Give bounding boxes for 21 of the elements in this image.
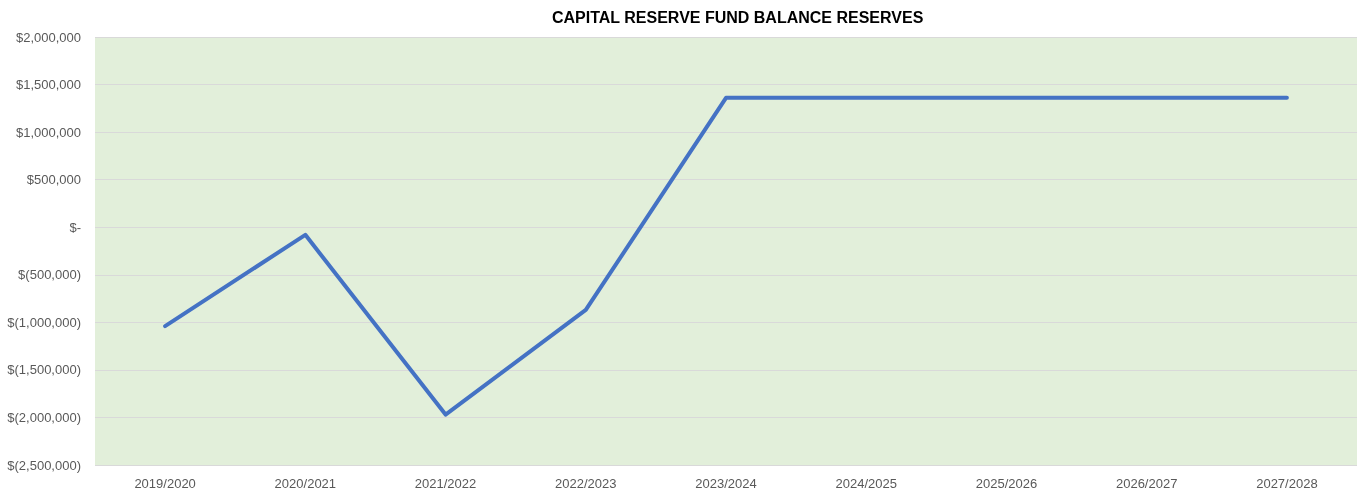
chart-title: CAPITAL RESERVE FUND BALANCE RESERVES (552, 8, 924, 26)
y-tick-label: $(1,000,000) (7, 314, 81, 330)
y-tick-label: $2,000,000 (15, 29, 81, 45)
y-tick-label: $(1,500,000) (7, 362, 81, 378)
x-tick-label: 2020/2021 (274, 476, 337, 491)
x-tick-label: 2026/2027 (1115, 476, 1178, 491)
line-series (163, 95, 1289, 417)
y-tick-label: $(500,000) (18, 267, 81, 283)
x-tick-label: 2022/2023 (555, 476, 617, 491)
x-tick-label: 2021/2022 (414, 476, 477, 491)
x-tick-label: 2024/2025 (835, 476, 897, 491)
y-tick-label: $1,500,000 (15, 77, 81, 93)
x-tick-label: 2027/2028 (1256, 476, 1318, 491)
x-tick-label: 2025/2026 (975, 476, 1038, 491)
y-tick-label: $(2,000,000) (7, 409, 81, 425)
x-tick-label: 2023/2024 (695, 476, 757, 491)
y-tick-label: $- (69, 219, 81, 235)
y-tick-label: $500,000 (26, 172, 81, 188)
y-tick-label: $(2,500,000) (7, 457, 81, 473)
y-tick-label: $1,000,000 (15, 124, 81, 140)
x-tick-label: 2019/2020 (134, 476, 196, 491)
